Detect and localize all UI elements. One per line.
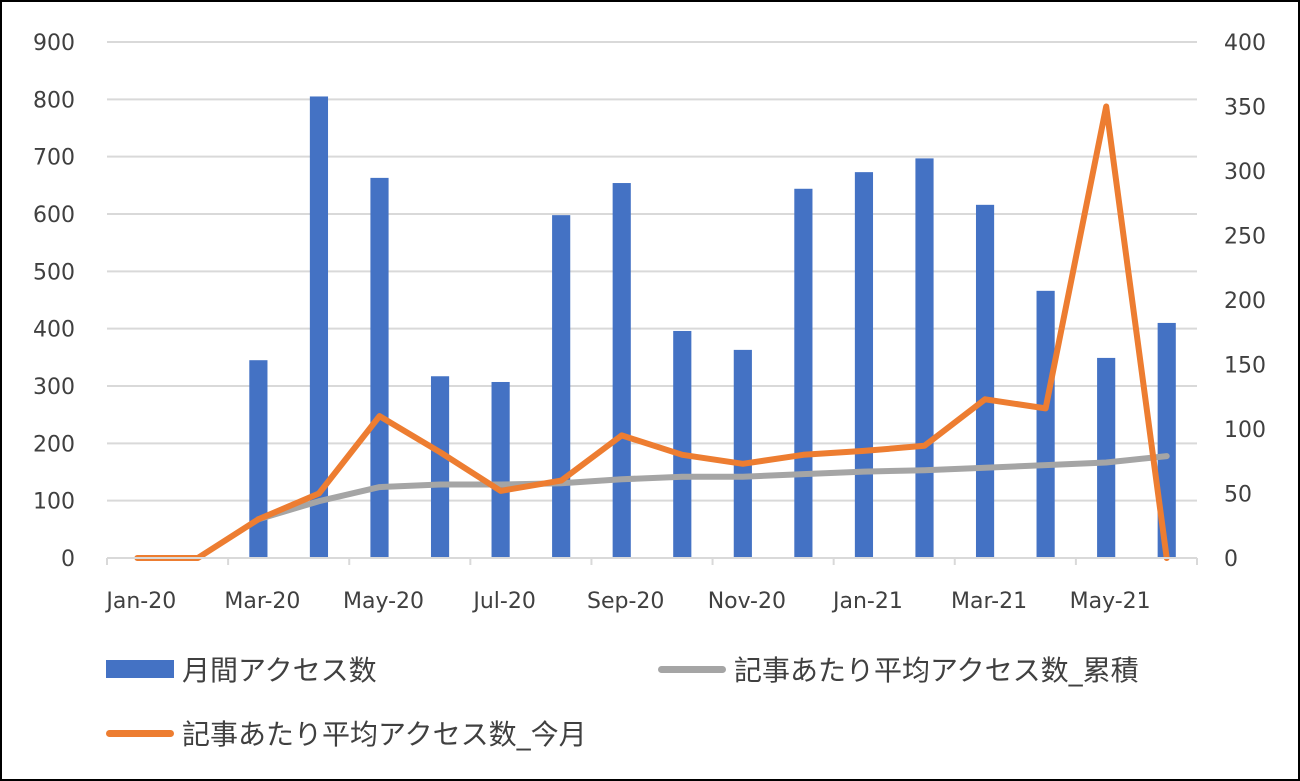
bar	[673, 330, 692, 558]
x-tick-label: Jan-21	[831, 589, 903, 614]
y2-tick-label: 100	[1224, 418, 1266, 443]
legend-item-monthly-access: 月間アクセス数	[106, 649, 377, 689]
x-tick-label: Mar-21	[951, 589, 1027, 614]
bar	[249, 360, 268, 558]
bar	[733, 349, 752, 558]
y2-tick-label: 50	[1224, 483, 1252, 508]
y2-tick-label: 0	[1224, 547, 1238, 572]
y2-tick-label: 400	[1224, 31, 1266, 56]
bar	[491, 381, 510, 558]
legend-item-avg-cumulative: 記事あたり平均アクセス数_累積	[658, 649, 1139, 689]
x-tick-label: Jan-20	[104, 589, 176, 614]
x-tick-label: May-20	[343, 589, 424, 614]
y-tick-label: 600	[33, 203, 75, 228]
y2-tick-label: 150	[1224, 354, 1266, 379]
y-tick-label: 500	[33, 260, 75, 285]
y-tick-label: 400	[33, 318, 75, 343]
bar	[794, 188, 813, 559]
bar	[1157, 322, 1176, 558]
bar	[1097, 357, 1116, 558]
y-tick-label: 800	[33, 88, 75, 113]
y-tick-label: 300	[33, 375, 75, 400]
legend-label-avg-cumulative: 記事あたり平均アクセス数_累積	[734, 654, 1139, 687]
bar	[854, 172, 874, 558]
y-tick-label: 100	[33, 490, 75, 515]
legend-swatch-gray-line	[658, 665, 726, 673]
chart-plot: 0 100 200 300 400 500 600 700 800 900 0 50 100 150 20…	[33, 31, 1266, 614]
bar	[370, 177, 389, 558]
bar	[309, 96, 329, 558]
bar	[1036, 290, 1055, 558]
x-tick-label: Sep-20	[587, 589, 664, 614]
bar	[975, 204, 995, 558]
bar	[430, 376, 450, 558]
bar	[915, 158, 934, 559]
bar	[552, 215, 571, 558]
y-tick-label: 0	[61, 547, 75, 572]
y2-tick-label: 300	[1224, 160, 1266, 185]
legend-label-avg-this-month: 記事あたり平均アクセス数_今月	[182, 718, 587, 751]
y-tick-label: 200	[33, 432, 75, 457]
x-tick-label: Nov-20	[708, 589, 786, 614]
y2-tick-label: 350	[1224, 96, 1266, 121]
x-tick-label: May-21	[1070, 589, 1151, 614]
y-tick-label: 900	[33, 31, 75, 56]
y-tick-label: 700	[33, 146, 75, 171]
line-series-avg-cumulative	[255, 453, 1170, 523]
x-tick-label: Mar-20	[224, 589, 300, 614]
legend-item-avg-this-month: 記事あたり平均アクセス数_今月	[106, 713, 587, 753]
legend-label-monthly-access: 月間アクセス数	[182, 654, 377, 687]
x-tick-label: Jul-20	[471, 589, 535, 614]
y2-tick-label: 200	[1224, 289, 1266, 314]
bar	[612, 183, 631, 559]
legend-swatch-orange-line	[106, 729, 174, 737]
y2-tick-label: 250	[1224, 225, 1266, 250]
legend-swatch-bar	[106, 660, 174, 678]
line-series-avg-this-month	[134, 103, 1170, 561]
